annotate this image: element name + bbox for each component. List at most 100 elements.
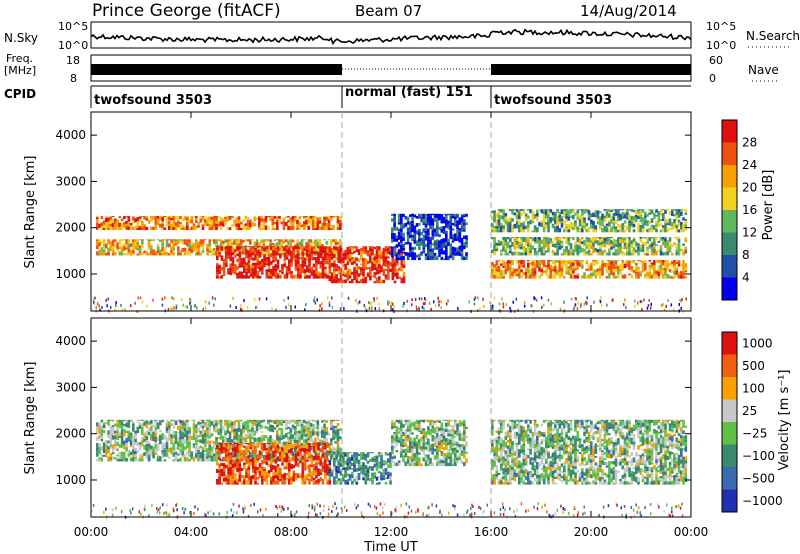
- cell-band-0: [143, 225, 146, 231]
- cell-band-2: [290, 273, 293, 277]
- cell-band-4: [447, 238, 450, 243]
- cell-band-0: [96, 450, 99, 453]
- cell-band-1: [324, 469, 327, 473]
- cell-band-0: [244, 433, 248, 438]
- cell-band-0: [291, 219, 295, 222]
- cell-band-1: [300, 239, 304, 241]
- cell-band-1: [258, 474, 262, 478]
- cell-band-7: [610, 270, 613, 276]
- cell-band-0: [269, 457, 272, 462]
- cell-band-7: [599, 265, 602, 269]
- cell-band-1: [111, 246, 115, 250]
- cell-band-1: [245, 456, 248, 460]
- cell-band-5: [536, 227, 539, 230]
- cell-band-1: [136, 242, 140, 245]
- cell-band-4: [409, 214, 412, 217]
- cell-band-0: [105, 440, 108, 445]
- cell-band-1: [150, 245, 153, 249]
- cell-band-2: [303, 248, 307, 251]
- cell-band-6: [599, 242, 602, 245]
- cell-band-3: [348, 268, 352, 272]
- cell-band-0: [125, 437, 128, 440]
- cell-band-3: [348, 271, 352, 276]
- cell-band-0: [145, 454, 149, 459]
- cell-band-0: [201, 216, 205, 218]
- cell-band-1: [125, 243, 128, 248]
- cell-band-1: [227, 478, 230, 482]
- cell-band-3: [333, 276, 336, 279]
- cell-band-0: [147, 427, 151, 432]
- cell-band-7: [650, 262, 654, 265]
- cell-band-0: [129, 457, 133, 462]
- cell-band-6: [621, 237, 625, 239]
- cell-band-0: [330, 441, 333, 446]
- cell-band-6: [545, 243, 548, 248]
- cell-scatter: [115, 301, 117, 305]
- cell-band-0: [294, 216, 297, 218]
- cell-band-4: [463, 225, 466, 228]
- cell-band-5: [612, 217, 616, 221]
- cell-band-5: [614, 210, 618, 213]
- cell-band-0: [233, 222, 236, 227]
- cell-band-0: [159, 442, 162, 445]
- cell-band-0: [264, 426, 268, 429]
- cell-band-1: [265, 459, 269, 462]
- cell-band-7: [520, 264, 523, 268]
- cell-band-0: [298, 454, 302, 459]
- cell-band-4: [429, 251, 432, 256]
- cell-band-1: [107, 240, 110, 245]
- cell-band-0: [235, 456, 239, 460]
- cell-band-0: [235, 217, 239, 220]
- freq-panel: Freq. [MHz] 18 8 60 0 Nave: [4, 52, 779, 85]
- cell-band-1: [218, 480, 221, 485]
- cell-band-1: [165, 244, 169, 248]
- cell-band-6: [583, 240, 586, 242]
- cell-band-1: [256, 470, 260, 473]
- cell-band-0: [231, 457, 234, 460]
- cell-band-1: [308, 468, 311, 473]
- cell-scatter: [418, 306, 420, 310]
- cell-band-1: [260, 239, 263, 241]
- cell-band-7: [677, 263, 681, 267]
- cell-band-0: [154, 221, 158, 225]
- cell-band-0: [206, 433, 209, 438]
- cell-band-4: [463, 227, 466, 232]
- cell-band-1: [299, 448, 302, 452]
- cell-band-6: [569, 243, 573, 245]
- cell-band-0: [233, 420, 236, 426]
- cell-band-0: [127, 419, 131, 424]
- cell-band-1: [165, 239, 169, 241]
- cell-scatter: [650, 302, 652, 306]
- cell-band-7: [549, 274, 553, 279]
- cell-band-1: [238, 471, 242, 475]
- cell-band-5: [668, 221, 672, 226]
- cell-band-7: [592, 268, 595, 273]
- cell-band-0: [280, 428, 284, 431]
- cell-band-0: [132, 216, 135, 221]
- cell-band-3: [353, 261, 356, 264]
- cell-band-0: [215, 451, 218, 456]
- cell-band-0: [109, 437, 113, 442]
- cell-band-2: [283, 274, 287, 279]
- cell-band-3: [387, 256, 390, 259]
- cell-band-1: [159, 249, 162, 253]
- cell-band-0: [199, 430, 203, 434]
- cell-band-6: [538, 243, 541, 248]
- cell-band-5: [538, 221, 541, 227]
- cell-band-7: [545, 265, 548, 268]
- cell-band-5: [608, 211, 611, 214]
- cell-band-6: [673, 237, 676, 238]
- cell-band-4: [436, 245, 439, 250]
- cell-band-0: [307, 459, 311, 462]
- cell-band-7: [495, 261, 499, 266]
- cell-band-1: [247, 462, 251, 467]
- cell-band-4: [445, 237, 448, 242]
- cell-band-6: [585, 251, 589, 254]
- cell-band-0: [318, 217, 322, 221]
- cell-band-1: [260, 240, 263, 243]
- cell-band-1: [312, 249, 315, 253]
- cell-band-1: [238, 443, 242, 446]
- cell-band-1: [252, 462, 255, 466]
- cell-band-2: [348, 466, 352, 470]
- cell-scatter: [95, 306, 97, 309]
